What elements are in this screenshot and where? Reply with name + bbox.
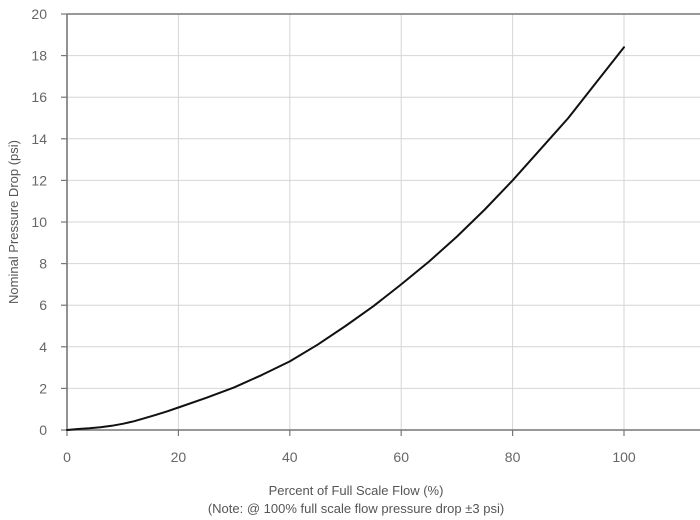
x-tick-label: 40 — [282, 449, 298, 465]
y-tick-label: 8 — [39, 256, 47, 272]
y-tick-label: 2 — [39, 380, 47, 396]
y-tick-label: 20 — [31, 6, 47, 22]
pressure-drop-curve — [66, 46, 625, 431]
axes — [61, 13, 700, 436]
x-tick-label: 20 — [171, 449, 187, 465]
y-tick-label: 18 — [31, 48, 47, 64]
x-tick-label: 100 — [612, 449, 636, 465]
y-axis-title: Nominal Pressure Drop (psi) — [6, 140, 21, 304]
y-tick-label: 4 — [39, 339, 47, 355]
tick-labels: 0 2 4 6 8 10 12 14 16 18 20 0 20 40 60 80 100 — [31, 6, 635, 465]
series-layer — [66, 46, 625, 431]
x-tick-label: 0 — [63, 449, 71, 465]
y-tick-label: 16 — [31, 89, 47, 105]
y-tick-label: 6 — [39, 297, 47, 313]
x-axis-title: Percent of Full Scale Flow (%) — [269, 483, 444, 498]
x-tick-label: 60 — [393, 449, 409, 465]
y-tick-label: 10 — [31, 214, 47, 230]
y-tick-label: 12 — [31, 172, 47, 188]
x-tick-label: 80 — [505, 449, 521, 465]
grid-lines — [67, 14, 700, 430]
x-axis-note: (Note: @ 100% full scale flow pressure d… — [208, 501, 504, 516]
y-tick-label: 0 — [39, 422, 47, 438]
y-tick-label: 14 — [31, 131, 47, 147]
